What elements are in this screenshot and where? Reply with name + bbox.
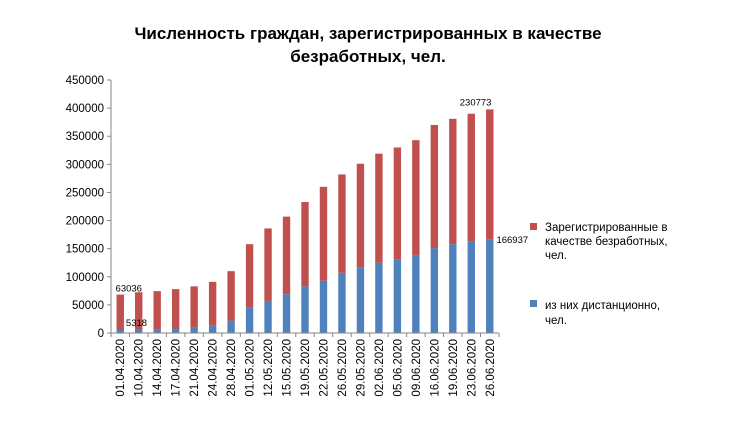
y-tick-label: 300000 [66,159,104,171]
bar-registered [135,292,143,330]
bar-remote [375,262,383,333]
chart-title-line-1: Численность граждан, зарегистрированных … [134,24,601,43]
x-tick-label: 28.04.2020 [226,339,238,397]
bar-registered [449,118,457,245]
data-label-last-registered: 230773 [460,97,492,108]
bar-registered [467,113,475,242]
bar-remote [171,328,180,333]
bar-remote [264,300,272,333]
x-tick-label: 09.06.2020 [411,339,423,397]
bar-registered [412,140,420,256]
data-label-first-remote: 5318 [126,318,147,329]
legend-label-registered-line-2: качестве безработных, [545,236,668,248]
bar-registered [264,228,272,301]
legend-label-registered-line-1: Зарегистрированные в [545,222,667,234]
bar-registered [153,291,161,330]
y-axis: 0 50000 100000 150000 200000 250000 300000 3500… [66,75,112,340]
bar-registered [208,281,217,326]
chart-title-line-2: безработных, чел. [290,47,446,66]
bar-registered [301,202,309,287]
x-tick-label: 05.06.2020 [392,339,404,397]
x-tick-label: 10.04.2020 [134,339,146,397]
bar-remote [449,244,457,333]
bar-remote [430,248,439,333]
bar-registered [171,289,180,329]
y-tick-label: 250000 [66,187,104,199]
x-tick-label: 15.05.2020 [282,339,294,397]
bar-remote [208,325,217,333]
y-tick-label: 100000 [66,272,104,284]
legend: Зарегистрированные в качестве безработны… [530,222,668,327]
bar-remote [467,241,475,333]
legend-swatch-remote [530,300,537,307]
bar-registered [375,153,383,263]
data-labels: 63036 5318 230773 166937 [116,97,529,329]
legend-label-remote-line-2: чел. [545,315,567,327]
x-tick-label: 02.06.2020 [374,339,386,397]
x-tick-label: 12.05.2020 [263,339,275,397]
x-tick-label: 01.04.2020 [115,339,127,397]
x-tick-label: 19.06.2020 [448,339,460,397]
x-tick-label: 19.05.2020 [300,339,312,397]
x-tick-label: 14.04.2020 [152,339,164,397]
x-tick-label: 26.05.2020 [337,339,349,397]
bar-remote [116,330,124,333]
bar-remote [301,286,309,333]
bar-remote [190,327,198,333]
legend-label-remote-line-1: из них дистанционно, [545,300,660,312]
y-tick-label: 350000 [66,131,104,143]
bar-registered [245,244,254,308]
bar-remote [282,294,291,333]
x-tick-label: 29.05.2020 [355,339,367,397]
x-tick-label: 26.06.2020 [485,339,497,397]
data-label-last-remote: 166937 [496,235,528,246]
y-tick-label: 400000 [66,103,104,115]
bar-registered [227,271,235,321]
x-tick-label: 21.04.2020 [189,339,201,397]
bar-registered [393,147,402,260]
bar-remote [356,267,365,333]
bar-remote [227,320,235,333]
x-tick-label: 22.05.2020 [318,339,330,397]
bar-remote [153,329,161,333]
y-tick-label: 0 [98,328,104,340]
bar-registered [430,124,439,249]
y-tick-label: 50000 [72,300,104,312]
bar-remote [245,307,254,333]
bar-registered [356,163,365,268]
y-tick-label: 450000 [66,75,104,87]
data-label-first-registered: 63036 [116,284,142,295]
x-tick-label: 23.06.2020 [466,339,478,397]
bar-registered [486,109,494,240]
bars [116,109,494,333]
x-tick-label: 16.06.2020 [429,339,441,397]
bar-remote [319,280,328,333]
legend-label-registered-line-3: чел. [545,250,567,262]
bar-registered [319,186,328,281]
bar-remote [412,255,420,333]
bar-registered [282,216,291,295]
bar-remote [486,239,494,333]
y-tick-label: 200000 [66,216,104,228]
x-tick-label: 17.04.2020 [171,339,183,397]
bar-remote [338,272,346,333]
x-tick-label: 24.04.2020 [208,339,220,397]
bar-remote [393,259,402,333]
bar-registered [116,294,124,331]
x-tick-label: 01.05.2020 [245,339,257,397]
x-axis: 01.04.2020 10.04.2020 14.04.2020 17.04.2020… [110,332,500,397]
bar-remote [135,329,143,333]
legend-swatch-registered [530,223,537,230]
bar-registered [190,286,198,328]
y-tick-label: 150000 [66,244,104,256]
bar-registered [338,174,346,273]
